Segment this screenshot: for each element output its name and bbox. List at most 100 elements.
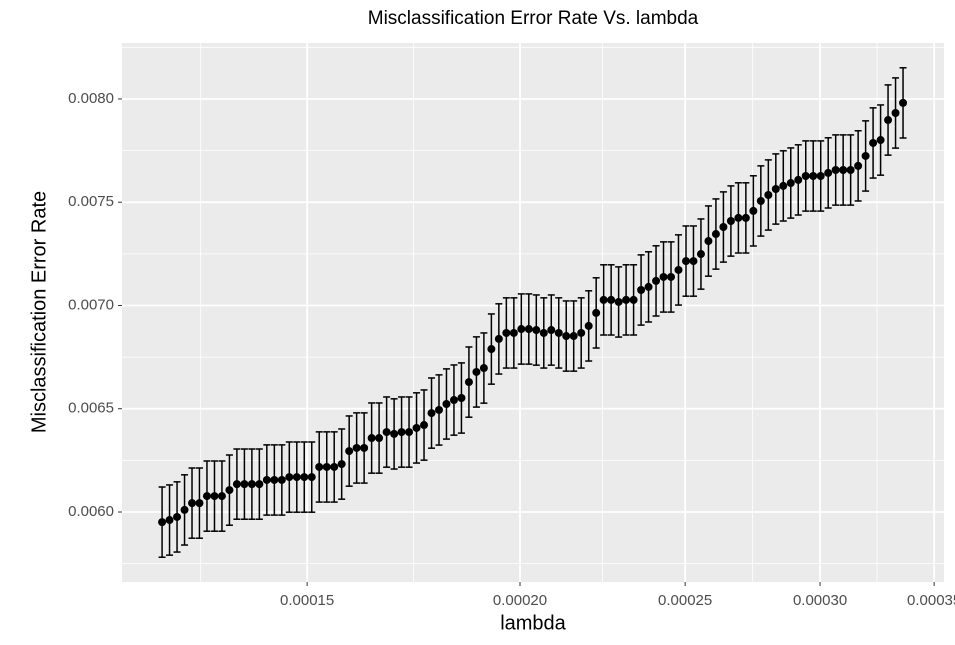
point xyxy=(562,332,571,341)
point xyxy=(300,473,309,482)
point xyxy=(726,217,735,226)
point xyxy=(367,434,376,443)
point xyxy=(809,171,818,180)
point xyxy=(539,328,548,337)
point xyxy=(644,282,653,291)
point xyxy=(577,328,586,337)
point xyxy=(637,285,646,294)
point xyxy=(330,462,339,471)
x-tick-label: 0.00035 xyxy=(907,592,955,609)
point xyxy=(390,429,399,438)
point xyxy=(382,428,391,437)
point xyxy=(854,161,863,170)
point xyxy=(704,237,713,246)
point xyxy=(532,326,541,335)
y-tick-label: 0.0080 xyxy=(68,90,114,107)
point xyxy=(569,332,578,341)
point xyxy=(247,480,256,489)
point xyxy=(509,328,518,337)
y-tick-label: 0.0075 xyxy=(68,193,114,210)
point xyxy=(794,175,803,184)
point xyxy=(420,421,429,430)
point xyxy=(831,166,840,175)
point xyxy=(345,447,354,456)
point xyxy=(487,345,496,354)
point xyxy=(285,473,294,482)
point xyxy=(622,295,631,304)
point xyxy=(779,181,788,190)
point xyxy=(307,473,316,482)
point xyxy=(584,321,593,330)
point xyxy=(771,185,780,194)
point xyxy=(592,308,601,317)
point xyxy=(652,276,661,285)
point xyxy=(674,265,683,274)
point xyxy=(375,434,384,443)
y-tick-label: 0.0070 xyxy=(68,296,114,313)
point xyxy=(711,230,720,239)
point xyxy=(158,518,167,527)
point xyxy=(884,116,893,125)
point xyxy=(472,367,481,376)
point xyxy=(801,171,810,180)
point xyxy=(659,272,668,281)
point xyxy=(270,475,279,484)
point xyxy=(262,475,271,484)
point xyxy=(816,171,825,180)
point xyxy=(824,168,833,177)
point xyxy=(360,443,369,452)
point xyxy=(195,499,204,508)
point xyxy=(352,443,361,452)
point xyxy=(547,326,556,335)
point xyxy=(524,325,533,334)
point xyxy=(427,409,436,418)
y-tick-label: 0.0060 xyxy=(68,503,114,520)
point xyxy=(217,492,226,501)
point xyxy=(764,190,773,199)
x-tick-label: 0.00030 xyxy=(793,592,847,609)
point xyxy=(599,295,608,304)
point xyxy=(494,334,503,343)
point xyxy=(876,136,885,145)
point xyxy=(180,505,189,514)
point xyxy=(405,428,414,437)
point xyxy=(464,378,473,387)
point xyxy=(629,295,638,304)
point xyxy=(202,492,211,501)
point xyxy=(322,462,331,471)
point xyxy=(517,325,526,334)
point xyxy=(188,499,197,508)
point xyxy=(502,328,511,337)
point xyxy=(292,473,301,482)
point xyxy=(839,166,848,175)
y-axis-title: Misclassification Error Rate xyxy=(28,191,50,433)
point xyxy=(479,364,488,373)
x-tick-label: 0.00025 xyxy=(658,592,712,609)
point xyxy=(869,138,878,147)
point xyxy=(315,462,324,471)
point xyxy=(255,480,264,489)
point xyxy=(741,213,750,222)
point xyxy=(891,109,900,118)
x-axis-title: lambda xyxy=(500,612,566,634)
point xyxy=(554,328,563,337)
point xyxy=(165,516,174,525)
point xyxy=(173,512,182,521)
x-tick-label: 0.00020 xyxy=(493,592,547,609)
point xyxy=(749,206,758,215)
point xyxy=(734,213,743,222)
point xyxy=(786,179,795,188)
point xyxy=(412,423,421,432)
point xyxy=(442,399,451,408)
point xyxy=(434,405,443,414)
point xyxy=(225,486,234,495)
point xyxy=(696,250,705,259)
chart-title: Misclassification Error Rate Vs. lambda xyxy=(368,8,699,29)
point xyxy=(681,257,690,266)
point xyxy=(457,393,466,402)
y-tick-label: 0.0065 xyxy=(68,400,114,417)
point xyxy=(861,151,870,160)
point xyxy=(232,480,241,489)
point xyxy=(210,492,219,501)
x-tick-label: 0.00015 xyxy=(280,592,334,609)
